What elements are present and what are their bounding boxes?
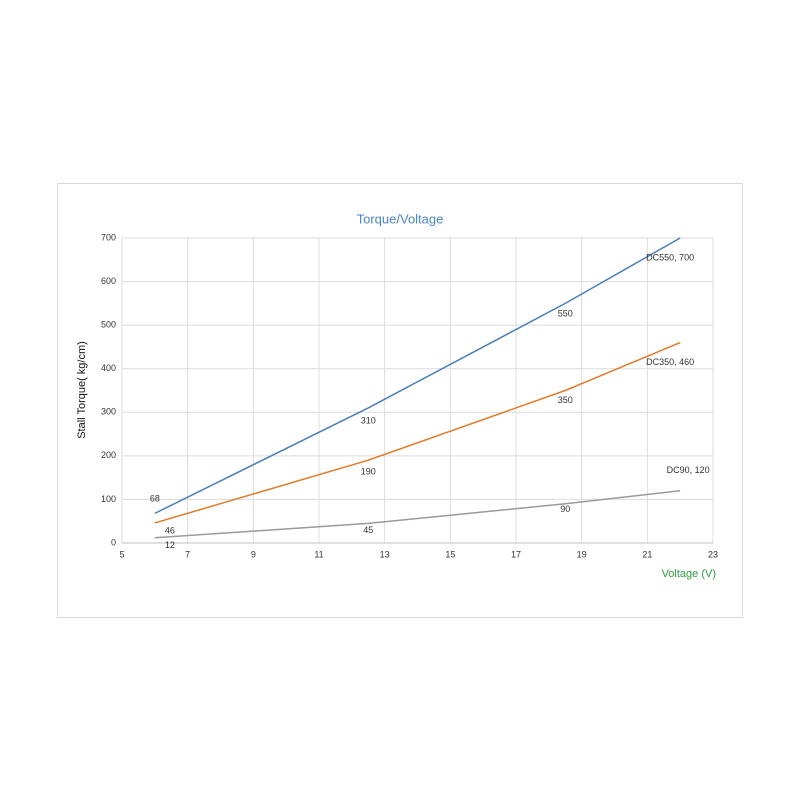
data-label: 90 (560, 504, 570, 514)
data-label: DC350, 460 (646, 357, 694, 367)
x-tick-label: 17 (511, 549, 521, 559)
y-tick-label: 200 (101, 450, 116, 460)
chart-frame (57, 183, 743, 618)
data-label: 46 (165, 525, 175, 535)
y-tick-label: 700 (101, 232, 116, 242)
x-tick-label: 11 (314, 549, 323, 559)
data-label: DC550, 700 (646, 252, 694, 262)
data-label: DC90, 120 (667, 465, 710, 475)
data-label: 190 (361, 467, 376, 477)
x-tick-label: 23 (708, 549, 718, 559)
series-line (154, 489, 681, 539)
series-line (154, 341, 681, 524)
y-axis-label: Stall Torque( kg/cm) (76, 341, 88, 439)
data-label: 45 (363, 525, 373, 535)
y-tick-label: 0 (111, 537, 116, 547)
x-tick-label: 7 (185, 549, 190, 559)
x-tick-label: 19 (577, 549, 587, 559)
data-label: 12 (165, 540, 175, 550)
series-line (154, 237, 681, 515)
data-label: 550 (558, 309, 573, 319)
x-tick-label: 13 (380, 549, 390, 559)
x-axis-label: Voltage (V) (662, 568, 716, 580)
y-tick-label: 100 (101, 494, 116, 504)
data-label: 68 (150, 494, 160, 504)
data-label: 350 (558, 395, 573, 405)
x-tick-label: 5 (119, 549, 124, 559)
y-tick-label: 600 (101, 276, 116, 286)
x-tick-label: 15 (445, 549, 455, 559)
data-label: 310 (361, 415, 376, 425)
x-tick-label: 21 (642, 549, 652, 559)
y-tick-label: 300 (101, 407, 116, 417)
y-tick-label: 400 (101, 363, 116, 373)
y-tick-label: 500 (101, 320, 116, 330)
chart-title: Torque/Voltage (357, 211, 444, 226)
x-tick-label: 9 (251, 549, 256, 559)
